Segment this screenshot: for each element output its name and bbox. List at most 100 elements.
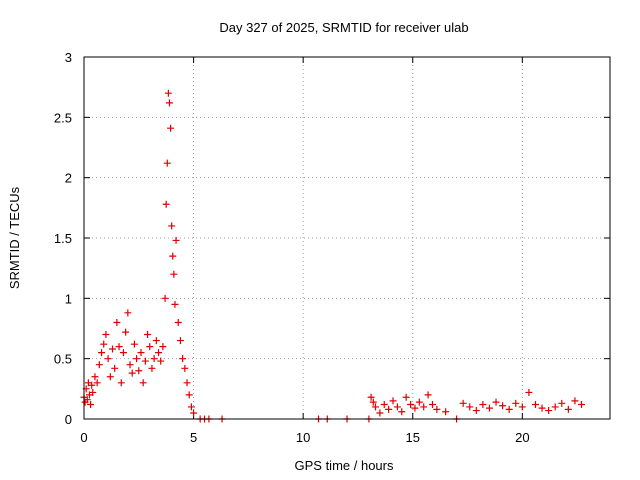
data-point — [157, 357, 165, 365]
data-point — [100, 340, 108, 348]
data-point — [424, 391, 432, 399]
x-tick-label: 20 — [515, 430, 529, 445]
data-point — [531, 401, 539, 409]
data-point — [152, 337, 160, 345]
data-point — [472, 407, 480, 415]
data-point — [169, 252, 177, 260]
data-point — [115, 343, 123, 351]
data-point — [187, 403, 195, 411]
data-point — [512, 399, 520, 407]
data-point — [181, 364, 189, 372]
data-point — [183, 379, 191, 387]
data-point — [176, 337, 184, 345]
data-point — [83, 396, 91, 404]
data-point — [428, 401, 436, 409]
data-point — [104, 355, 112, 363]
data-points — [80, 89, 586, 423]
y-tick-label: 1.5 — [54, 231, 72, 246]
data-point — [165, 99, 173, 107]
data-point — [137, 349, 145, 357]
data-point — [159, 343, 167, 351]
data-point — [171, 300, 179, 308]
y-tick-label: 1 — [65, 291, 72, 306]
data-point — [411, 404, 419, 412]
x-axis-label: GPS time / hours — [295, 458, 394, 473]
data-point — [371, 403, 379, 411]
data-point — [88, 381, 96, 389]
data-point — [164, 89, 172, 97]
data-point — [113, 318, 121, 326]
data-point — [168, 222, 176, 230]
data-point — [538, 404, 546, 412]
data-point — [146, 343, 154, 351]
data-point — [155, 349, 163, 357]
data-point — [126, 361, 134, 369]
data-point — [551, 403, 559, 411]
data-point — [402, 393, 410, 401]
data-point — [135, 367, 143, 375]
data-point — [505, 405, 513, 413]
data-point — [433, 405, 441, 413]
data-point — [398, 408, 406, 416]
x-tick-label: 10 — [296, 430, 310, 445]
data-point — [161, 294, 169, 302]
data-point — [87, 401, 95, 409]
y-tick-label: 0.5 — [54, 352, 72, 367]
data-point — [578, 401, 586, 409]
grid-lines — [84, 57, 610, 419]
data-point — [102, 331, 110, 339]
data-point — [190, 409, 198, 417]
data-point — [415, 398, 423, 406]
y-tick-label: 2.5 — [54, 110, 72, 125]
data-point — [162, 200, 170, 208]
data-point — [393, 403, 401, 411]
data-point — [128, 369, 136, 377]
data-point — [91, 373, 99, 381]
data-point — [380, 401, 388, 409]
y-axis-label: SRMTID / TECUs — [7, 186, 22, 289]
data-point — [466, 403, 474, 411]
data-point — [150, 355, 158, 363]
data-point — [93, 379, 101, 387]
y-tick-label: 0 — [65, 412, 72, 427]
data-point — [376, 409, 384, 417]
data-point — [119, 349, 127, 357]
data-point — [170, 270, 178, 278]
data-point — [389, 397, 397, 405]
data-point — [106, 373, 114, 381]
y-tick-label: 3 — [65, 50, 72, 65]
data-point — [525, 388, 533, 396]
data-point — [133, 355, 141, 363]
data-point — [130, 340, 138, 348]
data-point — [558, 399, 566, 407]
data-point — [385, 405, 393, 413]
data-point — [545, 407, 553, 415]
data-point — [108, 345, 116, 353]
y-tick-label: 2 — [65, 171, 72, 186]
data-point — [174, 318, 182, 326]
data-point — [141, 357, 149, 365]
data-point — [499, 402, 507, 410]
x-tick-label: 15 — [406, 430, 420, 445]
data-point — [117, 379, 125, 387]
data-point — [518, 403, 526, 411]
data-point — [420, 403, 428, 411]
data-point — [571, 397, 579, 405]
data-point — [492, 398, 500, 406]
data-point — [485, 404, 493, 412]
data-point — [139, 379, 147, 387]
chart-title: Day 327 of 2025, SRMTID for receiver ula… — [219, 20, 468, 35]
plot-frame — [83, 56, 611, 420]
data-point — [124, 309, 132, 317]
data-point — [407, 401, 415, 409]
axis-ticks: 0 5 10 15 20 0 0.5 1 1.5 2 2.5 3 — [54, 50, 610, 445]
x-tick-label: 0 — [80, 430, 87, 445]
data-point — [367, 393, 375, 401]
data-point — [111, 364, 119, 372]
data-point — [148, 364, 156, 372]
data-point — [95, 361, 103, 369]
data-point — [479, 401, 487, 409]
x-tick-label: 5 — [190, 430, 197, 445]
data-point — [144, 331, 152, 339]
